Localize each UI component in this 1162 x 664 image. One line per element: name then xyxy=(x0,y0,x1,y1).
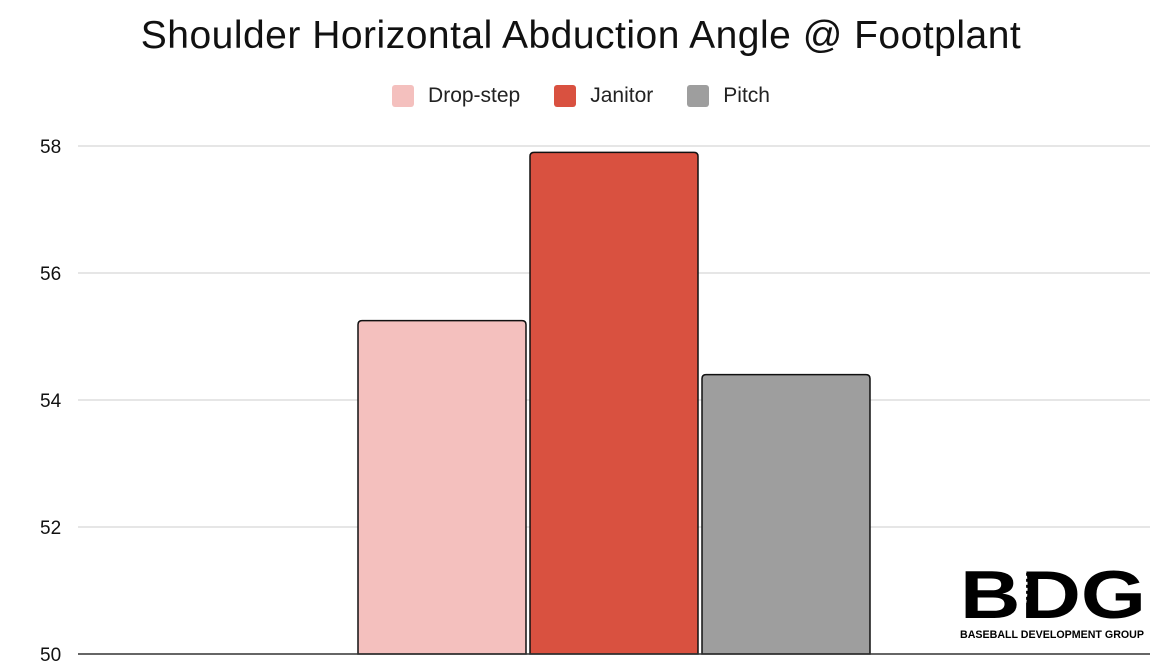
legend-swatch-pitch xyxy=(687,85,710,107)
legend-label-drop-step: Drop-step xyxy=(428,84,521,107)
y-tick-label: 52 xyxy=(40,518,61,539)
y-tick-label: 50 xyxy=(40,645,61,664)
y-tick-label: 56 xyxy=(40,264,61,285)
legend-item-drop-step[interactable]: Drop-step xyxy=(392,84,520,108)
legend-item-pitch[interactable]: Pitch xyxy=(687,84,770,108)
legend-swatch-janitor xyxy=(554,85,577,107)
legend-label-pitch: Pitch xyxy=(723,84,770,107)
y-tick-label: 54 xyxy=(40,391,62,412)
bar-janitor[interactable] xyxy=(529,151,699,655)
legend-swatch-drop-step xyxy=(392,85,415,107)
chart-title: Shoulder Horizontal Abduction Angle @ Fo… xyxy=(140,14,1022,57)
y-axis-ticks: 50 52 54 56 58 xyxy=(40,137,62,664)
bar-pitch[interactable] xyxy=(701,373,871,655)
bdg-logo: BDG BASEBALL DEVELOPMENT GROUP xyxy=(960,557,1146,641)
chart-legend: Drop-step Janitor Pitch xyxy=(0,84,1162,108)
logo-mark: BDG xyxy=(960,557,1146,633)
logo-stitch-icon xyxy=(1021,563,1028,619)
legend-item-janitor[interactable]: Janitor xyxy=(554,84,653,108)
legend-label-janitor: Janitor xyxy=(590,84,654,107)
bars xyxy=(357,151,871,655)
logo-subtitle: BASEBALL DEVELOPMENT GROUP xyxy=(960,629,1144,641)
bar-drop-step[interactable] xyxy=(357,319,527,655)
y-tick-label: 58 xyxy=(40,137,61,158)
